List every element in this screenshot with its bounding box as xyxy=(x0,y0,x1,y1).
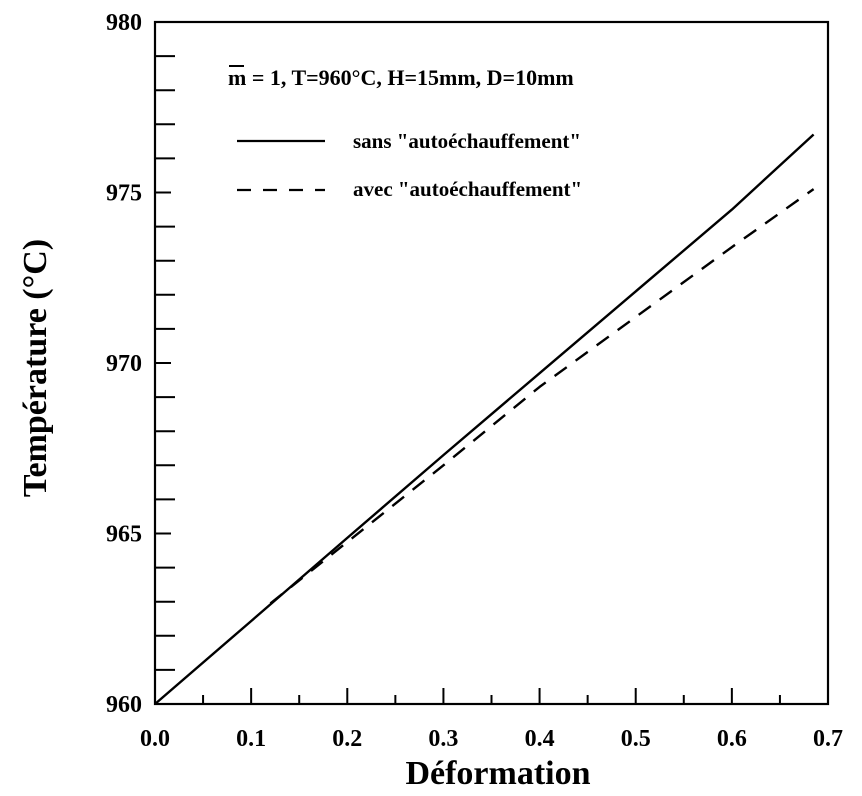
annotation-m-symbol: m xyxy=(228,65,246,90)
x-tick-label: 0.6 xyxy=(717,726,747,752)
x-tick-label: 0.7 xyxy=(813,726,843,752)
y-axis-label: Température (°C) xyxy=(17,239,54,497)
x-axis: 0.0 0.1 0.2 0.3 0.4 0.5 0.6 0.7 xyxy=(140,688,843,752)
legend-annotation: m = 1, T=960°C, H=15mm, D=10mm xyxy=(228,65,574,90)
annotation-parameters: = 1, T=960°C, H=15mm, D=10mm xyxy=(246,65,573,90)
legend-label-dashed: avec "autoéchauffement" xyxy=(353,177,582,201)
y-axis: 960 965 970 975 980 xyxy=(106,10,175,718)
series-line-avec-autoechauffement xyxy=(269,188,815,605)
plot-frame xyxy=(153,20,830,706)
x-tick-label: 0.2 xyxy=(332,726,362,752)
x-tick-label: 0.0 xyxy=(140,726,170,752)
x-tick-label: 0.3 xyxy=(428,726,458,752)
plot-area xyxy=(153,20,830,706)
legend: m = 1, T=960°C, H=15mm, D=10mm sans "aut… xyxy=(228,65,582,201)
x-tick-label: 0.4 xyxy=(525,726,555,752)
y-tick-label: 975 xyxy=(106,181,142,207)
series-layer xyxy=(154,133,815,705)
x-tick-label: 0.1 xyxy=(236,726,266,752)
series-line-sans-autoechauffement xyxy=(154,133,815,705)
y-tick-label: 960 xyxy=(106,692,142,718)
x-axis-label: Déformation xyxy=(405,755,590,791)
y-tick-label: 980 xyxy=(106,10,142,36)
legend-label-solid: sans "autoéchauffement" xyxy=(353,129,581,153)
y-tick-label: 970 xyxy=(106,351,142,377)
y-tick-label: 965 xyxy=(106,522,142,548)
x-tick-label: 0.5 xyxy=(621,726,651,752)
